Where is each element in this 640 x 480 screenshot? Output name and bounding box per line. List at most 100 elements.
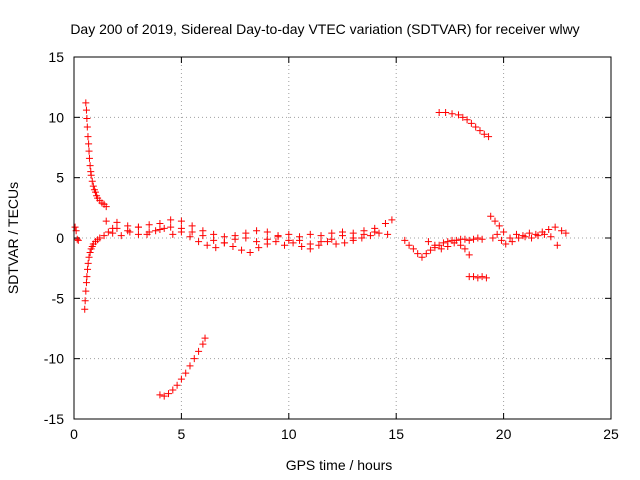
data-point	[349, 234, 357, 242]
data-point	[491, 217, 499, 225]
data-point	[74, 236, 82, 244]
x-tick-label: 0	[70, 426, 78, 442]
data-point	[485, 133, 493, 141]
data-point	[82, 99, 90, 107]
data-point	[454, 111, 462, 119]
data-point	[487, 212, 495, 220]
data-point	[332, 240, 340, 248]
data-point	[306, 230, 314, 238]
data-point	[113, 224, 121, 232]
data-point	[339, 232, 346, 240]
data-point	[461, 245, 469, 253]
data-point	[253, 238, 261, 246]
data-point	[422, 250, 430, 258]
data-point	[88, 177, 96, 185]
data-point	[274, 233, 282, 241]
data-point	[450, 239, 458, 247]
data-point	[255, 244, 263, 252]
data-point	[82, 106, 90, 114]
data-point	[515, 234, 523, 242]
data-point	[463, 116, 471, 124]
data-point	[220, 233, 228, 241]
x-tick-label: 5	[178, 426, 186, 442]
data-point	[467, 119, 475, 127]
data-point	[521, 233, 529, 241]
data-point	[231, 232, 239, 240]
data-point	[384, 230, 392, 238]
data-point	[96, 234, 104, 242]
data-point	[82, 279, 90, 287]
data-point	[512, 230, 520, 238]
data-point	[285, 236, 293, 244]
data-point	[165, 390, 173, 398]
data-point	[328, 235, 336, 243]
tick-layer: 0 5 10 15 20 25 -15 -10 -5 0 5 10 15	[44, 49, 619, 442]
data-point	[495, 222, 503, 230]
data-point	[375, 229, 383, 237]
x-tick-label: 10	[281, 426, 297, 442]
data-point	[124, 227, 132, 235]
data-point	[500, 228, 508, 236]
data-point	[388, 216, 396, 224]
data-point	[448, 110, 456, 118]
data-point	[85, 140, 93, 148]
data-point	[315, 241, 323, 249]
data-point	[203, 241, 211, 249]
data-point	[134, 230, 142, 238]
data-point	[160, 392, 168, 400]
data-point	[418, 253, 426, 261]
x-tick-label: 25	[603, 426, 619, 442]
data-point	[84, 265, 92, 273]
data-point	[253, 227, 261, 235]
y-tick-label: 10	[48, 109, 64, 125]
data-point	[358, 234, 366, 242]
data-point	[497, 236, 505, 244]
data-point	[401, 236, 409, 244]
data-point	[195, 347, 203, 355]
data-point	[167, 223, 175, 231]
series-arc-end-low	[489, 230, 561, 249]
data-point	[156, 220, 164, 228]
data-point	[474, 234, 482, 242]
data-point	[558, 227, 566, 235]
data-point	[298, 242, 306, 250]
data-point	[145, 221, 153, 229]
series-arc-low-late	[465, 273, 490, 282]
x-axis-label: GPS time / hours	[286, 457, 393, 473]
series-arc-start	[71, 223, 82, 244]
y-tick-label: -15	[44, 411, 64, 427]
data-point	[272, 238, 280, 246]
y-tick-label: -5	[52, 290, 65, 306]
data-point	[444, 242, 452, 250]
data-point	[534, 232, 542, 240]
data-point	[381, 220, 389, 228]
data-point	[220, 239, 228, 247]
data-point	[478, 273, 486, 281]
series-arc-end	[487, 212, 570, 242]
data-point	[528, 234, 536, 242]
data-point	[478, 235, 486, 243]
data-point	[100, 232, 108, 240]
data-point	[91, 188, 99, 196]
data-point	[109, 229, 117, 237]
data-point	[508, 238, 516, 246]
data-point	[457, 241, 465, 249]
data-point	[83, 115, 91, 123]
data-point	[83, 123, 91, 131]
data-point	[102, 203, 110, 211]
data-point	[431, 241, 439, 249]
data-point	[156, 226, 164, 234]
data-point	[480, 130, 488, 138]
series-arc-main-upper	[102, 216, 396, 244]
series-arc-main-lower	[109, 223, 392, 256]
data-point	[89, 182, 97, 190]
data-point	[160, 224, 168, 232]
data-point	[263, 235, 271, 243]
data-point	[73, 235, 81, 243]
data-point	[188, 228, 196, 236]
data-point	[489, 234, 497, 242]
data-point	[502, 240, 510, 248]
data-point	[195, 238, 203, 246]
data-point	[85, 147, 93, 155]
data-point	[459, 113, 467, 121]
